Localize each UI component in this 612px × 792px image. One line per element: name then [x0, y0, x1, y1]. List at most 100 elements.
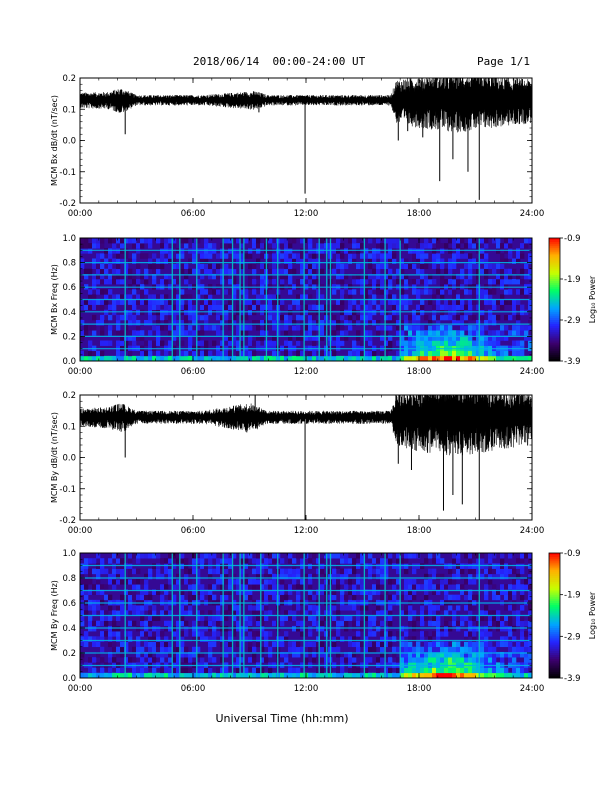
spectrogram-cell — [272, 355, 277, 362]
spectrogram-cell — [248, 589, 253, 595]
spectrogram-cell — [500, 573, 505, 580]
spectrogram-cell — [272, 294, 277, 300]
spectrogram-cell — [524, 243, 529, 249]
spectrogram-cell — [476, 268, 481, 275]
spectrogram-cell — [208, 243, 213, 249]
spectrogram-cell — [492, 589, 497, 595]
spectrogram-cell — [420, 273, 425, 280]
spectrogram-cell — [168, 355, 173, 362]
colorbar-segment — [549, 675, 560, 679]
spectrogram-cell — [516, 299, 521, 305]
spectrogram-cell — [468, 610, 473, 616]
spectrogram-cell — [344, 309, 349, 316]
spectrogram-cell — [436, 553, 441, 559]
spectrogram-cell — [372, 273, 377, 280]
spectrogram-cell — [152, 667, 157, 674]
spectrogram-cell — [264, 657, 269, 663]
spectrogram-cell — [524, 657, 529, 663]
spectrogram-cell — [508, 620, 513, 627]
spectrogram-cell — [152, 636, 157, 642]
spectrogram-cell — [412, 309, 417, 316]
spectrogram-cell — [224, 243, 229, 249]
spectrogram-cell — [464, 563, 469, 569]
spectrogram-cell — [500, 294, 505, 300]
spectrogram-cell — [292, 646, 297, 653]
spectrogram-cell — [248, 625, 253, 632]
spectrogram-cell — [312, 641, 317, 648]
spectrogram-cell — [360, 340, 365, 346]
spectrogram-cell — [208, 641, 213, 648]
spectrogram-cell — [136, 330, 141, 336]
spectrogram-cell — [140, 289, 145, 295]
x-tick-label: 00:00 — [68, 684, 93, 694]
spectrogram-cell — [472, 641, 477, 648]
spectrogram-cell — [308, 314, 313, 321]
spectrogram-cell — [176, 263, 181, 270]
spectrogram-cell — [168, 667, 173, 674]
spectrogram-cell — [496, 263, 501, 270]
spectrogram-cell — [220, 594, 225, 601]
spectrogram-cell — [212, 273, 217, 280]
spectrogram-cell — [132, 594, 137, 601]
spectrogram-cell — [440, 243, 445, 249]
spectrogram-cell — [184, 568, 189, 575]
spectrogram-cell — [500, 667, 505, 674]
spectrogram-cell — [148, 610, 153, 616]
spectrogram-cell — [424, 657, 429, 663]
spectrogram-cell — [288, 615, 293, 622]
spectrogram-cell — [352, 238, 357, 244]
spectrogram-cell — [184, 263, 189, 270]
spectrogram-cell — [344, 620, 349, 627]
spectrogram-cell — [180, 263, 185, 270]
spectrogram-cell — [112, 248, 117, 254]
spectrogram-cell — [484, 335, 489, 341]
spectrogram-cell — [84, 563, 89, 569]
spectrogram-cell — [212, 355, 217, 362]
colorbar-segment — [549, 607, 560, 610]
spectrogram-cell — [400, 258, 405, 264]
spectrogram-cell — [508, 625, 513, 632]
spectrogram-cell — [496, 568, 501, 575]
spectrogram-cell — [180, 330, 185, 336]
spectrogram-cell — [380, 657, 385, 663]
spectrogram-cell — [264, 610, 269, 616]
spectrogram-cell — [524, 309, 529, 316]
spectrogram-cell — [148, 573, 153, 580]
spectrogram-cell — [500, 558, 505, 564]
spectrogram-cell — [124, 641, 129, 648]
spectrogram-cell — [416, 330, 421, 336]
spectrogram-cell — [512, 309, 517, 316]
spectrogram-cell — [124, 579, 129, 585]
spectrogram-cell — [340, 335, 345, 341]
spectrogram-cell — [180, 355, 185, 362]
spectrogram-cell — [144, 589, 149, 595]
spectrogram-cell — [224, 625, 229, 632]
spectrogram-cell — [332, 589, 337, 595]
spectrogram-cell — [92, 620, 97, 627]
spectrogram-cell — [120, 641, 125, 648]
spectrogram-cell — [428, 605, 433, 611]
spectrogram-cell — [140, 355, 145, 362]
spectrogram-cell — [148, 243, 153, 249]
spectrogram-cell — [176, 253, 181, 259]
spectrogram-cell — [456, 573, 461, 580]
spectrogram-cell — [196, 568, 201, 575]
spectrogram-cell — [456, 553, 461, 559]
spectrogram-cell — [280, 636, 285, 642]
spectrogram-cell — [424, 631, 429, 637]
spectrogram-cell — [452, 258, 457, 264]
spectrogram-cell — [500, 299, 505, 305]
spectrogram-cell — [420, 243, 425, 249]
spectrogram-cell — [164, 558, 169, 564]
spectrogram-cell — [216, 263, 221, 270]
spectrogram-cell — [144, 672, 149, 679]
spectrogram-cell — [412, 350, 417, 357]
spectrogram-cell — [176, 279, 181, 285]
spectrogram-cell — [104, 248, 109, 254]
spectrogram-cell — [400, 268, 405, 275]
spectrogram-cell — [120, 279, 125, 285]
spectrogram-cell — [240, 646, 245, 653]
spectrogram-cell — [464, 314, 469, 321]
spectrogram-cell — [448, 258, 453, 264]
